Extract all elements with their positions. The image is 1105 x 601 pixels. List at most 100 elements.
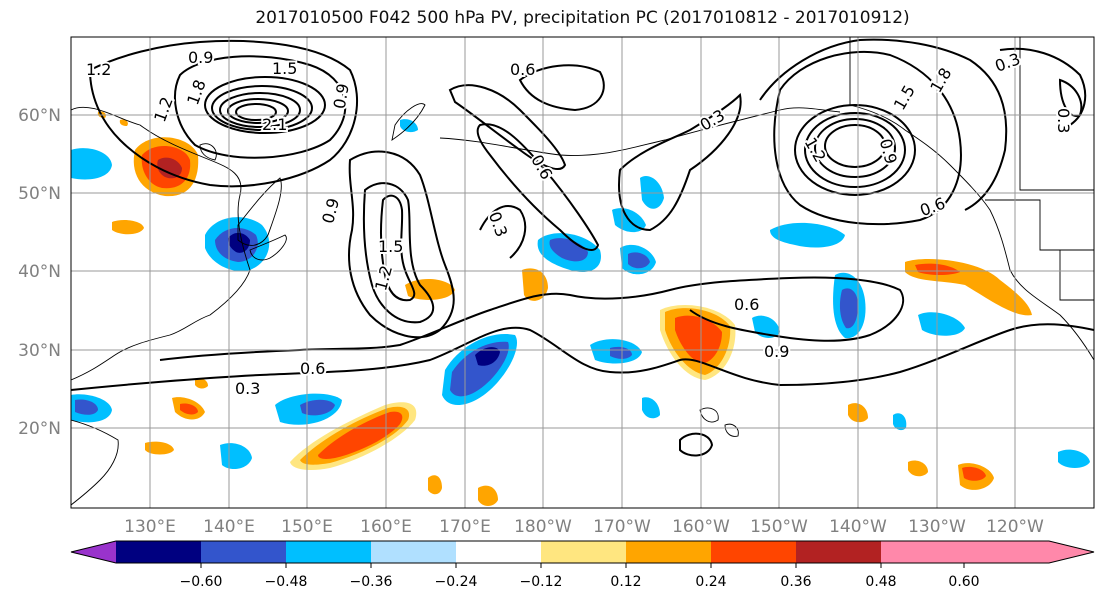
pv-contour (814, 118, 896, 178)
precip-area (119, 119, 128, 126)
colorbar-segment (371, 541, 456, 563)
lat-label: 40°N (18, 262, 61, 282)
latitude-labels: 60°N 50°N 40°N 30°N 20°N (18, 106, 61, 439)
pv-contour (618, 92, 742, 232)
pv-contour (379, 194, 416, 302)
colorbar-tick-labels: −0.60 −0.48 −0.36 −0.24 −0.12 0.12 0.24 … (180, 574, 980, 590)
precip-area (228, 232, 250, 253)
coastline (391, 103, 426, 141)
lon-label: 170°W (593, 517, 651, 537)
precip-area (770, 222, 845, 248)
coastline (237, 177, 282, 246)
lon-label: 140°W (829, 517, 887, 537)
lon-label: 160°W (672, 517, 730, 537)
colorbar-segment (541, 541, 626, 563)
precip-area (628, 252, 650, 269)
lat-label: 20°N (18, 419, 61, 439)
coastline (71, 419, 119, 506)
colorbar-segment (711, 541, 796, 563)
contour-label: 0.6 (510, 60, 535, 79)
colorbar-tick-label: −0.24 (435, 574, 478, 590)
precip-area (318, 411, 403, 459)
colorbar-tick-label: 0.36 (780, 574, 811, 590)
precip-area (893, 413, 907, 431)
colorbar-tick-label: −0.60 (180, 574, 223, 590)
lon-label: 120°W (986, 517, 1044, 537)
contour-label: 0.3 (235, 379, 260, 398)
coastlines (71, 37, 1094, 506)
contour-label: 1.2 (86, 60, 111, 79)
lon-label: 160°E (360, 517, 412, 537)
contour-label: 1.5 (378, 237, 403, 256)
precip-area (640, 176, 664, 209)
pv-contour (476, 123, 600, 251)
lon-label: 140°E (203, 517, 255, 537)
state-border (985, 199, 1094, 251)
precip-area (157, 157, 182, 179)
contour-label: 0.6 (734, 295, 759, 314)
colorbar-segment (626, 541, 711, 563)
pv-contour (824, 124, 886, 168)
plot-frame (70, 36, 1095, 509)
lat-label: 60°N (18, 106, 61, 126)
island (699, 407, 719, 423)
precip-area (1058, 449, 1090, 468)
precip-area (195, 378, 208, 389)
pv-contour (804, 112, 906, 188)
colorbar-tick-label: 0.60 (948, 574, 979, 590)
coastline (249, 234, 287, 261)
colorbar-segment (964, 541, 1049, 563)
pv-contour (211, 85, 313, 131)
lon-label: 150°E (281, 517, 333, 537)
colorbar-tick-label: 0.24 (695, 574, 726, 590)
lon-label: 150°W (750, 517, 808, 537)
pv-contours (71, 38, 1094, 457)
pv-contour (71, 323, 1094, 391)
lat-label: 30°N (18, 341, 61, 361)
colorbar-tick-label: −0.48 (265, 574, 308, 590)
pv-contour (204, 76, 326, 134)
coastline (439, 107, 841, 156)
contour-label: 0.3 (1054, 108, 1073, 133)
precip-area (839, 288, 858, 329)
contour-label: 0.9 (330, 82, 353, 110)
coastline (849, 37, 1094, 361)
precip-area (71, 148, 112, 180)
state-border (1019, 37, 1094, 191)
precip-area (478, 485, 498, 506)
contour-label: 0.9 (764, 342, 789, 361)
precip-area (962, 466, 986, 481)
pv-contour (759, 38, 1008, 211)
pv-contour (219, 92, 301, 128)
lon-label: 130°W (908, 517, 966, 537)
colorbar-segment (201, 541, 286, 563)
pv-contour (159, 276, 905, 361)
coastline (199, 143, 217, 161)
lat-label: 50°N (18, 184, 61, 204)
colorbar-segment (881, 541, 964, 563)
precip-area (405, 278, 455, 300)
precip-area (180, 403, 198, 415)
lon-label: 180°W (514, 517, 572, 537)
colorbar-tick-marks (200, 563, 965, 568)
precip-area (908, 460, 928, 477)
coastline (71, 106, 251, 381)
pv-contour (227, 98, 289, 124)
pv-contour (773, 51, 962, 226)
precip-area (549, 238, 588, 262)
pv-contour (794, 104, 916, 196)
pv-contour (174, 55, 347, 159)
colorbar-segment (796, 541, 881, 563)
precip-area (112, 220, 144, 235)
colorbar-outline (70, 540, 1095, 564)
contour-label: 2.1 (262, 115, 287, 134)
precip-area (675, 315, 722, 364)
colorbar-tick-label: 0.12 (610, 574, 641, 590)
precip-area (522, 268, 548, 301)
precip-area (75, 399, 98, 415)
pv-contour (88, 39, 358, 188)
state-border (1059, 250, 1094, 301)
longitude-labels: 130°E 140°E 150°E 160°E 170°E 180°W 170°… (124, 517, 1044, 537)
precip-area (220, 443, 252, 470)
